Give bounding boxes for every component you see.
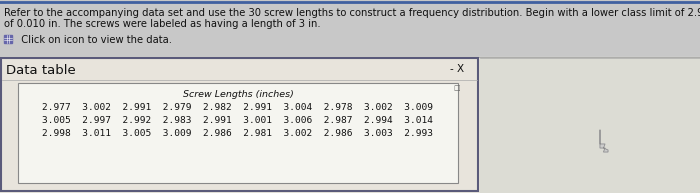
Bar — [4, 35, 12, 43]
Text: Refer to the accompanying data set and use the 30 screw lengths to construct a f: Refer to the accompanying data set and u… — [4, 8, 700, 18]
Text: - X: - X — [450, 64, 464, 74]
Text: 2.977  3.002  2.991  2.979  2.982  2.991  3.004  2.978  3.002  3.009: 2.977 3.002 2.991 2.979 2.982 2.991 3.00… — [43, 103, 433, 112]
Text: Click on icon to view the data.: Click on icon to view the data. — [15, 35, 172, 45]
Bar — [0, 0, 700, 57]
Bar — [480, 57, 700, 193]
Text: Data table: Data table — [6, 64, 76, 77]
Text: 3.005  2.997  2.992  2.983  2.991  3.001  3.006  2.987  2.994  3.014: 3.005 2.997 2.992 2.983 2.991 3.001 3.00… — [43, 116, 433, 125]
Text: □: □ — [453, 85, 460, 91]
FancyBboxPatch shape — [18, 83, 458, 183]
Polygon shape — [600, 130, 608, 152]
Text: 2.998  3.011  3.005  3.009  2.986  2.981  3.002  2.986  3.003  2.993: 2.998 3.011 3.005 3.009 2.986 2.981 3.00… — [43, 129, 433, 138]
Bar — [0, 57, 480, 193]
Text: Screw Lengths (inches): Screw Lengths (inches) — [183, 90, 293, 99]
Text: of 0.010 in. The screws were labeled as having a length of 3 in.: of 0.010 in. The screws were labeled as … — [4, 19, 321, 29]
